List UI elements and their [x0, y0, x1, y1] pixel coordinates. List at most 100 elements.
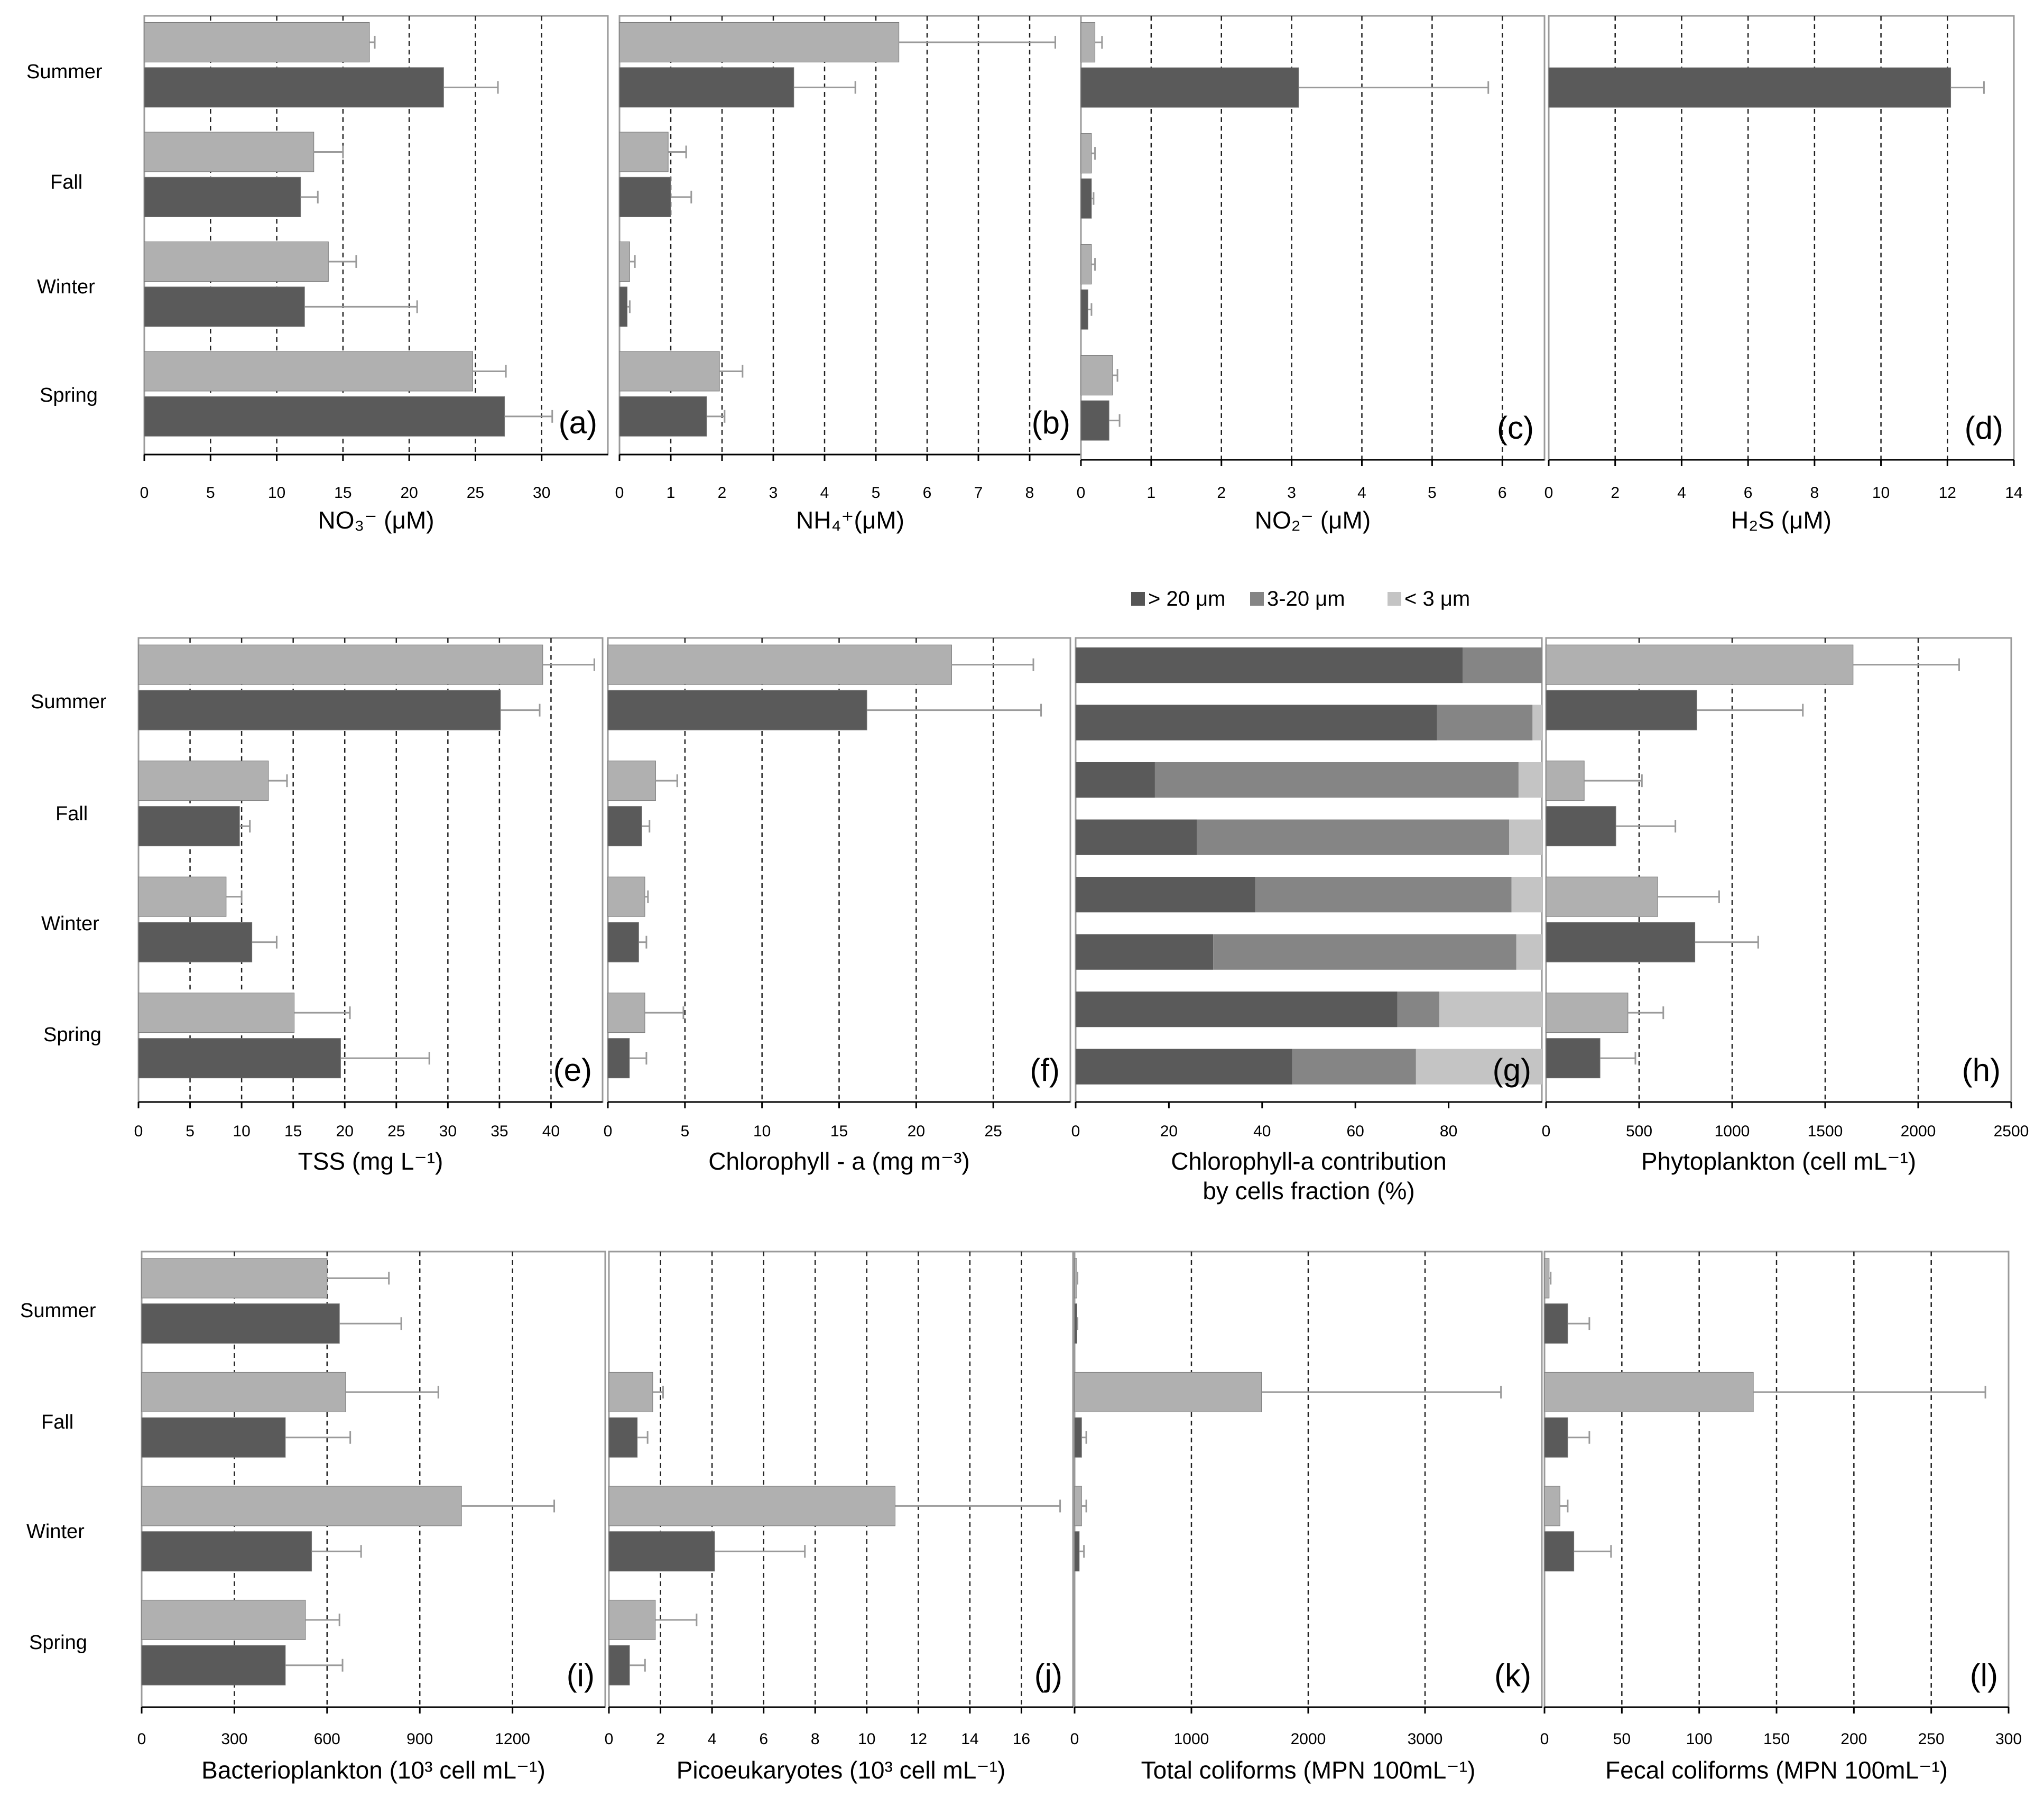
x-tick-label: 4 — [1677, 484, 1686, 502]
bar-light — [1080, 244, 1092, 285]
stacked-bar-segment — [1076, 647, 1463, 683]
bar-light — [619, 351, 720, 392]
x-tick-label: 1 — [667, 484, 676, 502]
stacked-bar-segment — [1516, 934, 1542, 970]
stacked-bar-segment — [1532, 705, 1542, 740]
panel-c: 0 1 2 3 4 5 6 NO₂⁻ (μM) (c) — [1077, 15, 1546, 534]
bar-light — [608, 1599, 656, 1640]
stacked-bar-segment — [1511, 877, 1542, 913]
stacked-bar-segment — [1463, 647, 1542, 683]
stacked-bar-segment — [1076, 705, 1437, 740]
x-axis-title: Bacterioplankton (10³ cell mL⁻¹) — [201, 1756, 545, 1784]
x-tick-label: 1500 — [1808, 1123, 1843, 1140]
season-label-summer: Summer — [20, 1300, 96, 1322]
bar-dark — [1544, 1417, 1568, 1458]
x-tick-label: 40 — [542, 1123, 560, 1140]
panel-j: 0 2 4 6 8 10 12 14 16 Picoeukaryotes (10³ cell mL… — [605, 1251, 1074, 1784]
season-label-spring: Spring — [40, 384, 98, 406]
season-label-fall: Fall — [41, 1411, 73, 1433]
season-labels-row2: Summer Fall Winter Spring — [31, 691, 107, 1046]
bar-light — [138, 876, 227, 917]
x-tick-label: 1200 — [495, 1730, 530, 1748]
bar-dark — [144, 177, 301, 217]
stacked-bar-segment — [1439, 992, 1542, 1027]
x-tick-label: 8 — [1025, 484, 1034, 502]
legend-swatch-small — [1388, 592, 1401, 606]
x-tick-label: 900 — [406, 1730, 433, 1748]
x-axis-title: Chlorophyll - a (mg m⁻³) — [708, 1147, 970, 1175]
x-tick-label: 6 — [923, 484, 932, 502]
x-tick-label: 15 — [284, 1123, 302, 1140]
x-tick-label: 0 — [615, 484, 624, 502]
bar-dark — [608, 1417, 638, 1458]
x-axis-title: NO₂⁻ (μM) — [1255, 506, 1371, 534]
x-tick-label: 100 — [1686, 1730, 1713, 1748]
panel-label: (j) — [1034, 1657, 1062, 1693]
x-tick-label: 4 — [1357, 484, 1366, 502]
x-tick-label: 3000 — [1408, 1730, 1443, 1748]
bar-dark — [1080, 400, 1109, 441]
bar-light — [1544, 1258, 1550, 1299]
panel-label: (d) — [1965, 410, 2003, 446]
bar-dark — [144, 67, 444, 108]
stacked-bar-segment — [1416, 1049, 1542, 1085]
bar-light — [141, 1599, 306, 1640]
x-tick-label: 5 — [206, 484, 215, 502]
bar-light — [619, 22, 900, 62]
bar-dark — [144, 286, 305, 327]
bar-light — [1546, 644, 1854, 685]
x-tick-label: 20 — [400, 484, 418, 502]
bar-light — [144, 132, 315, 172]
season-labels-row3: Summer Fall Winter Spring — [20, 1300, 96, 1654]
x-tick-label: 3 — [1287, 484, 1296, 502]
bar-light — [607, 644, 952, 685]
bar-dark — [138, 690, 501, 730]
bar-light — [608, 1372, 653, 1412]
stacked-bar-segment — [1154, 762, 1519, 798]
bar-light — [141, 1258, 328, 1299]
bar-light — [619, 132, 669, 172]
x-axis-title: Chlorophyll-a contribution — [1171, 1147, 1447, 1175]
stacked-bar-segment — [1397, 992, 1439, 1027]
bar-dark — [1544, 1531, 1575, 1572]
bar-dark — [141, 1417, 286, 1458]
panel-label: (a) — [559, 405, 597, 440]
stacked-bar-segment — [1076, 992, 1398, 1027]
x-tick-label: 300 — [221, 1730, 247, 1748]
panel-label: (h) — [1962, 1052, 2001, 1088]
panel-label: (g) — [1493, 1052, 1531, 1088]
bar-light — [141, 1372, 346, 1412]
bar-dark — [1074, 1531, 1080, 1572]
panel-f: 0 5 10 15 20 25 Chlorophyll - a (mg m⁻³) (f) — [604, 637, 1071, 1175]
stacked-bar-segment — [1076, 819, 1197, 855]
x-tick-label: 14 — [2005, 484, 2022, 502]
x-tick-label: 0 — [1540, 1730, 1549, 1748]
x-tick-label: 2 — [718, 484, 727, 502]
bar-dark — [1080, 67, 1299, 108]
bar-dark — [1544, 1303, 1568, 1344]
panel-label: (k) — [1494, 1657, 1531, 1693]
bar-light — [1544, 1372, 1754, 1412]
panel-a: 0 5 10 15 20 25 30 NO₃⁻ (μM) (a) — [140, 15, 609, 534]
bar-dark — [138, 806, 240, 847]
season-label-summer: Summer — [26, 61, 103, 83]
x-tick-label: 1 — [1147, 484, 1156, 502]
x-tick-label: 8 — [811, 1730, 820, 1748]
stacked-bar-segment — [1509, 819, 1542, 855]
bar-light — [1074, 1372, 1262, 1412]
x-tick-label: 600 — [314, 1730, 340, 1748]
stacked-bar-segment — [1437, 705, 1533, 740]
season-labels-row1: Summer Fall Winter Spring — [26, 61, 103, 406]
panel-e: 0 5 10 15 20 25 30 35 40 TSS (mg L⁻¹) (e) — [134, 637, 604, 1175]
season-label-spring: Spring — [43, 1024, 101, 1046]
x-tick-label: 6 — [1498, 484, 1507, 502]
x-tick-label: 4 — [708, 1730, 717, 1748]
bar-light — [607, 993, 645, 1033]
bar-dark — [607, 922, 639, 962]
x-tick-label: 0 — [604, 1123, 613, 1140]
x-tick-label: 7 — [974, 484, 983, 502]
x-tick-label: 5 — [680, 1123, 689, 1140]
bar-dark — [1546, 690, 1697, 730]
